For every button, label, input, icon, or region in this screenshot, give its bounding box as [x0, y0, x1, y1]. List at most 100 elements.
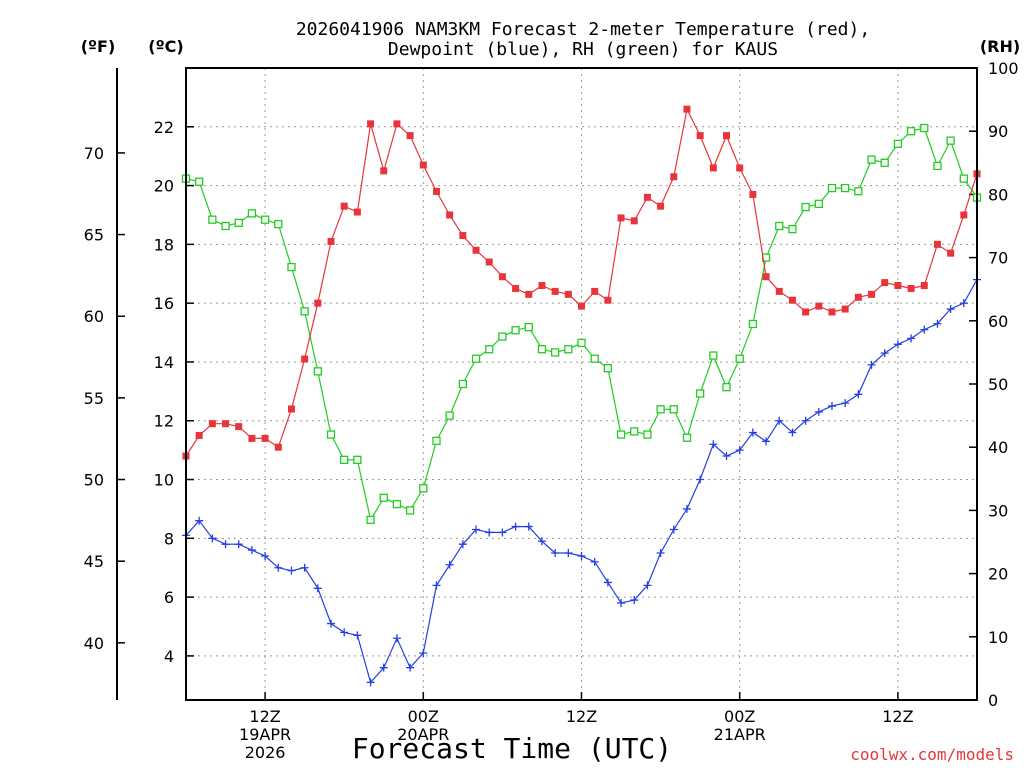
temperature-point — [775, 287, 783, 295]
dewpoint-point — [841, 399, 850, 408]
rh-point — [669, 405, 678, 414]
temperature-point — [657, 202, 665, 210]
dewpoint-point — [511, 522, 520, 531]
temperature-point — [485, 258, 493, 266]
temperature-point — [854, 293, 862, 301]
dewpoint-point — [735, 446, 744, 455]
dewpoint-point — [867, 360, 876, 369]
rh-point — [616, 430, 626, 439]
dewpoint-point — [524, 522, 533, 531]
temperature-point — [617, 214, 625, 222]
fahrenheit-tick-label: 65 — [84, 226, 104, 245]
dewpoint-point — [313, 584, 322, 593]
rh-point — [234, 218, 243, 227]
dewpoint-point — [537, 537, 546, 546]
rh-point — [550, 348, 560, 357]
rh-point — [195, 177, 204, 186]
rh-point — [814, 199, 823, 209]
rh-point — [221, 221, 230, 231]
temperature-point — [947, 249, 955, 257]
temperature-point — [459, 232, 467, 240]
rh-point — [959, 174, 968, 183]
temperature-point — [604, 296, 612, 304]
temperature-point — [881, 279, 889, 287]
temperature-point — [564, 290, 572, 298]
dewpoint-point — [617, 598, 626, 607]
temperature-point — [670, 173, 678, 181]
fahrenheit-tick-label: 45 — [84, 552, 104, 571]
fahrenheit-unit-label: (ºF) — [81, 37, 116, 56]
rh-point — [340, 455, 349, 464]
dewpoint-point — [274, 563, 283, 572]
dewpoint-point — [959, 299, 968, 308]
rh-point — [722, 383, 731, 392]
rh-point — [445, 411, 454, 420]
celsius-tick-label: 10 — [154, 471, 174, 490]
temperature-point — [723, 132, 731, 140]
dewpoint-point — [630, 596, 639, 605]
temperature-point — [709, 164, 717, 172]
celsius-tick-label: 16 — [154, 294, 174, 313]
dewpoint-point — [722, 452, 731, 461]
dewpoint-point — [933, 319, 942, 328]
rh-point — [458, 379, 468, 389]
rh-tick-label: 90 — [988, 122, 1008, 141]
dewpoint-point — [498, 528, 507, 537]
temperature-point — [960, 211, 968, 219]
rh-point — [603, 364, 613, 373]
rh-tick-label: 100 — [988, 59, 1019, 78]
dewpoint-point — [748, 428, 757, 437]
temperature-point — [525, 290, 533, 298]
rh-point — [590, 354, 599, 363]
temperature-point — [512, 284, 520, 292]
rh-point — [867, 155, 876, 164]
rh-point — [893, 139, 903, 148]
temperature-point — [222, 420, 230, 428]
time-tick-label: 20APR — [397, 725, 449, 744]
chart-title-line-2: Dewpoint (blue), RH (green) for KAUS — [388, 39, 778, 60]
dewpoint-point — [643, 581, 652, 590]
rh-point — [709, 351, 718, 360]
rh-point — [392, 499, 402, 509]
rh-point — [260, 215, 270, 224]
temperature-point — [815, 302, 823, 310]
dewpoint-point — [775, 416, 784, 425]
temperature-point — [446, 211, 454, 219]
temperature-point — [643, 193, 651, 201]
temperature-point — [894, 282, 902, 290]
dewpoint-point — [854, 390, 863, 399]
celsius-tick-label: 18 — [154, 235, 174, 254]
rh-point — [300, 307, 309, 316]
rh-point — [564, 345, 573, 354]
temperature-point — [432, 187, 440, 195]
dewpoint-point — [907, 334, 916, 343]
dewpoint-point — [234, 540, 243, 549]
dewpoint-point — [682, 504, 691, 513]
temperature-point — [762, 273, 770, 281]
celsius-axis: 4 6 8 10 12 14 16 18 20 22 — [154, 118, 194, 666]
rh-point — [287, 262, 296, 272]
rh-point — [682, 433, 692, 442]
celsius-tick-label: 14 — [154, 353, 174, 372]
time-tick-label: 12Z — [249, 707, 280, 726]
temperature-point — [578, 302, 585, 310]
dewpoint-point — [445, 560, 454, 569]
rh-point — [537, 345, 547, 354]
rh-point — [366, 515, 375, 525]
dewpoint-point — [603, 578, 612, 587]
dewpoint-point — [577, 551, 586, 560]
temperature-point — [933, 240, 941, 248]
rh-point — [841, 183, 850, 193]
rh-tick-label: 40 — [988, 438, 1008, 457]
rh-point — [353, 455, 362, 464]
rh-point — [801, 202, 810, 212]
rh-tick-label: 50 — [988, 375, 1008, 394]
rh-point — [775, 221, 784, 231]
rh-axis: 0 10 20 30 40 50 60 70 80 90 100 — [969, 59, 1019, 710]
rh-point — [933, 161, 942, 171]
fahrenheit-tick-label: 50 — [84, 471, 104, 490]
dewpoint-point — [379, 663, 388, 672]
dewpoint-point — [472, 525, 481, 534]
